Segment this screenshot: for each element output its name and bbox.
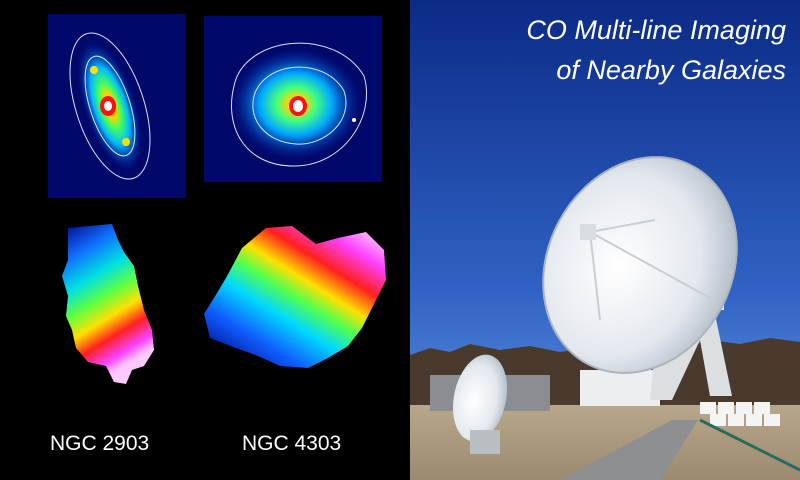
title-line-1: CO Multi-line Imaging — [526, 15, 786, 45]
ngc2903-label: NGC 2903 — [50, 432, 150, 455]
title-line-2: of Nearby Galaxies — [556, 55, 786, 85]
ngc2903-intensity-map — [48, 14, 186, 198]
ngc4303-label: NGC 4303 — [242, 432, 342, 455]
ngc4303-velocity-map — [196, 218, 392, 378]
galaxy-panels: NGC 2903 NGC 4303 — [48, 14, 392, 455]
page-title: CO Multi-line Imaging of Nearby Galaxies — [426, 10, 786, 90]
ngc2903-velocity-map — [48, 220, 186, 390]
ngc4303-intensity-map — [204, 16, 382, 182]
telescope-photo: CO Multi-line Imaging of Nearby Galaxies — [410, 0, 800, 480]
